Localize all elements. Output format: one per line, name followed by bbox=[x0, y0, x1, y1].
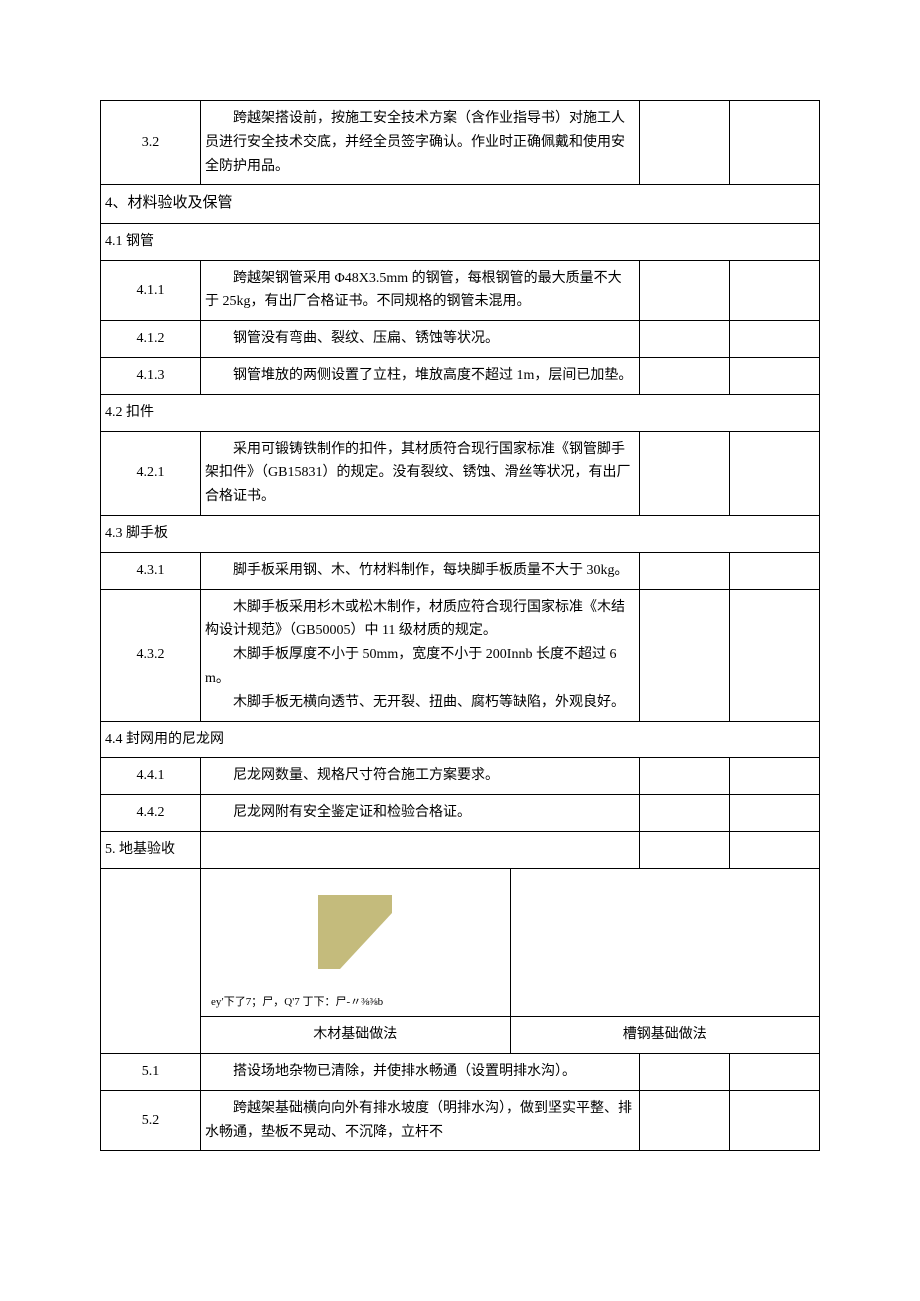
row-desc: 钢管没有弯曲、裂纹、压扁、锈蚀等状况。 bbox=[201, 321, 640, 358]
subsection-row: 5. 地基验收 bbox=[101, 832, 820, 869]
cell-blank bbox=[640, 358, 730, 395]
cell-blank bbox=[730, 552, 820, 589]
table-row: 5.1 搭设场地杂物已清除，并使排水畅通（设置明排水沟）。 bbox=[101, 1054, 820, 1091]
desc-text: 跨越架搭设前，按施工安全技术方案（含作业指导书）对施工人员进行安全技术交底，并经… bbox=[205, 107, 635, 178]
row-number: 4.1.3 bbox=[101, 358, 201, 395]
desc-text: 脚手板采用钢、木、竹材料制作，每块脚手板质量不大于 30kg。 bbox=[205, 559, 635, 583]
subsection-title: 4.1 钢管 bbox=[101, 223, 820, 260]
cell-blank bbox=[730, 431, 820, 515]
subsection-title: 4.3 脚手板 bbox=[101, 516, 820, 553]
figure-shape-icon bbox=[310, 887, 400, 977]
cell-blank bbox=[730, 358, 820, 395]
row-desc: 钢管堆放的两侧设置了立柱，堆放高度不超过 1m，层间已加垫。 bbox=[201, 358, 640, 395]
desc-text: 搭设场地杂物已清除，并使排水畅通（设置明排水沟）。 bbox=[205, 1060, 635, 1084]
desc-text: 钢管没有弯曲、裂纹、压扁、锈蚀等状况。 bbox=[205, 327, 635, 351]
subsection-title: 4.2 扣件 bbox=[101, 394, 820, 431]
figure-right-cell bbox=[510, 869, 819, 1017]
row-desc: 跨越架基础横向向外有排水坡度（明排水沟），做到坚实平整、排水畅通，垫板不晃动、不… bbox=[201, 1090, 640, 1151]
subsection-title: 4.4 封网用的尼龙网 bbox=[101, 721, 820, 758]
cell-blank bbox=[640, 260, 730, 321]
row-desc: 尼龙网附有安全鉴定证和检验合格证。 bbox=[201, 795, 640, 832]
desc-line: 木脚手板采用杉木或松木制作，材质应符合现行国家标准《木结构设计规范》（GB500… bbox=[205, 596, 635, 644]
cell-blank bbox=[640, 321, 730, 358]
desc-text: 尼龙网数量、规格尺寸符合施工方案要求。 bbox=[205, 764, 635, 788]
table-row: 4.1.1 跨越架钢管采用 Φ48X3.5mm 的钢管，每根钢管的最大质量不大于… bbox=[101, 260, 820, 321]
row-desc: 跨越架钢管采用 Φ48X3.5mm 的钢管，每根钢管的最大质量不大于 25kg，… bbox=[201, 260, 640, 321]
figure-container: ey′下了7；尸，Q'7 丁下：尸-〃⅜⅜b 木材基础做法 槽钢基础做法 bbox=[201, 868, 820, 1053]
table-row: 3.2 跨越架搭设前，按施工安全技术方案（含作业指导书）对施工人员进行安全技术交… bbox=[101, 101, 820, 185]
table-row: 4.1.2 钢管没有弯曲、裂纹、压扁、锈蚀等状况。 bbox=[101, 321, 820, 358]
row-number: 5.2 bbox=[101, 1090, 201, 1151]
row-number: 4.3.1 bbox=[101, 552, 201, 589]
desc-text: 尼龙网附有安全鉴定证和检验合格证。 bbox=[205, 801, 635, 825]
cell-blank bbox=[640, 795, 730, 832]
subsection-row: 4.1 钢管 bbox=[101, 223, 820, 260]
subsection-row: 4.3 脚手板 bbox=[101, 516, 820, 553]
row-desc: 跨越架搭设前，按施工安全技术方案（含作业指导书）对施工人员进行安全技术交底，并经… bbox=[201, 101, 640, 185]
row-number: 4.4.1 bbox=[101, 758, 201, 795]
desc-text: 钢管堆放的两侧设置了立柱，堆放高度不超过 1m，层间已加垫。 bbox=[205, 364, 635, 388]
figure-caption-sub: ey′下了7；尸，Q'7 丁下：尸-〃⅜⅜b bbox=[207, 995, 504, 1010]
cell-blank bbox=[730, 1090, 820, 1151]
cell-blank bbox=[730, 1054, 820, 1091]
row-desc: 搭设场地杂物已清除，并使排水畅通（设置明排水沟）。 bbox=[201, 1054, 640, 1091]
row-desc: 采用可锻铸铁制作的扣件，其材质符合现行国家标准《钢管脚手架扣件》（GB15831… bbox=[201, 431, 640, 515]
section-title: 4、材料验收及保管 bbox=[101, 185, 820, 224]
desc-text: 跨越架钢管采用 Φ48X3.5mm 的钢管，每根钢管的最大质量不大于 25kg，… bbox=[205, 267, 635, 315]
figure-label-left: 木材基础做法 bbox=[201, 1017, 510, 1053]
cell-blank bbox=[730, 101, 820, 185]
desc-text: 跨越架基础横向向外有排水坡度（明排水沟），做到坚实平整、排水畅通，垫板不晃动、不… bbox=[205, 1097, 635, 1145]
cell-blank bbox=[640, 589, 730, 721]
row-number: 3.2 bbox=[101, 101, 201, 185]
cell-blank bbox=[101, 868, 201, 1053]
cell-blank bbox=[640, 1090, 730, 1151]
cell-blank bbox=[730, 589, 820, 721]
cell-blank bbox=[640, 431, 730, 515]
spec-table: 3.2 跨越架搭设前，按施工安全技术方案（含作业指导书）对施工人员进行安全技术交… bbox=[100, 100, 820, 1151]
cell-blank bbox=[730, 758, 820, 795]
subsection-title: 5. 地基验收 bbox=[101, 832, 201, 869]
subsection-row: 4.2 扣件 bbox=[101, 394, 820, 431]
row-number: 4.1.1 bbox=[101, 260, 201, 321]
row-number: 4.1.2 bbox=[101, 321, 201, 358]
desc-line: 木脚手板无横向透节、无开裂、扭曲、腐朽等缺陷，外观良好。 bbox=[205, 691, 635, 715]
cell-blank bbox=[640, 552, 730, 589]
row-desc: 木脚手板采用杉木或松木制作，材质应符合现行国家标准《木结构设计规范》（GB500… bbox=[201, 589, 640, 721]
cell-blank bbox=[730, 260, 820, 321]
subsection-row: 4.4 封网用的尼龙网 bbox=[101, 721, 820, 758]
row-number: 4.2.1 bbox=[101, 431, 201, 515]
row-number: 4.3.2 bbox=[101, 589, 201, 721]
figure-shape-wrap bbox=[207, 887, 504, 977]
table-row: 4.3.2 木脚手板采用杉木或松木制作，材质应符合现行国家标准《木结构设计规范》… bbox=[101, 589, 820, 721]
cell-blank bbox=[730, 832, 820, 869]
table-row: 4.2.1 采用可锻铸铁制作的扣件，其材质符合现行国家标准《钢管脚手架扣件》（G… bbox=[101, 431, 820, 515]
table-row: 4.3.1 脚手板采用钢、木、竹材料制作，每块脚手板质量不大于 30kg。 bbox=[101, 552, 820, 589]
figure-label-right: 槽钢基础做法 bbox=[510, 1017, 819, 1053]
table-row: 5.2 跨越架基础横向向外有排水坡度（明排水沟），做到坚实平整、排水畅通，垫板不… bbox=[101, 1090, 820, 1151]
table-row: 4.4.2 尼龙网附有安全鉴定证和检验合格证。 bbox=[101, 795, 820, 832]
section-row: 4、材料验收及保管 bbox=[101, 185, 820, 224]
cell-blank bbox=[640, 101, 730, 185]
figure-inner-table: ey′下了7；尸，Q'7 丁下：尸-〃⅜⅜b 木材基础做法 槽钢基础做法 bbox=[201, 869, 819, 1053]
table-row: 4.4.1 尼龙网数量、规格尺寸符合施工方案要求。 bbox=[101, 758, 820, 795]
cell-blank bbox=[640, 1054, 730, 1091]
figure-row: ey′下了7；尸，Q'7 丁下：尸-〃⅜⅜b 木材基础做法 槽钢基础做法 bbox=[101, 868, 820, 1053]
desc-text: 采用可锻铸铁制作的扣件，其材质符合现行国家标准《钢管脚手架扣件》（GB15831… bbox=[205, 438, 635, 509]
cell-blank bbox=[640, 832, 730, 869]
row-number: 5.1 bbox=[101, 1054, 201, 1091]
cell-blank bbox=[730, 795, 820, 832]
page-container: 3.2 跨越架搭设前，按施工安全技术方案（含作业指导书）对施工人员进行安全技术交… bbox=[0, 0, 920, 1191]
cell-blank bbox=[201, 832, 640, 869]
desc-line: 木脚手板厚度不小于 50mm，宽度不小于 200Innb 长度不超过 6m。 bbox=[205, 643, 635, 691]
row-desc: 脚手板采用钢、木、竹材料制作，每块脚手板质量不大于 30kg。 bbox=[201, 552, 640, 589]
table-row: 4.1.3 钢管堆放的两侧设置了立柱，堆放高度不超过 1m，层间已加垫。 bbox=[101, 358, 820, 395]
row-desc: 尼龙网数量、规格尺寸符合施工方案要求。 bbox=[201, 758, 640, 795]
cell-blank bbox=[730, 321, 820, 358]
figure-left-cell: ey′下了7；尸，Q'7 丁下：尸-〃⅜⅜b bbox=[201, 869, 510, 1017]
row-number: 4.4.2 bbox=[101, 795, 201, 832]
cell-blank bbox=[640, 758, 730, 795]
